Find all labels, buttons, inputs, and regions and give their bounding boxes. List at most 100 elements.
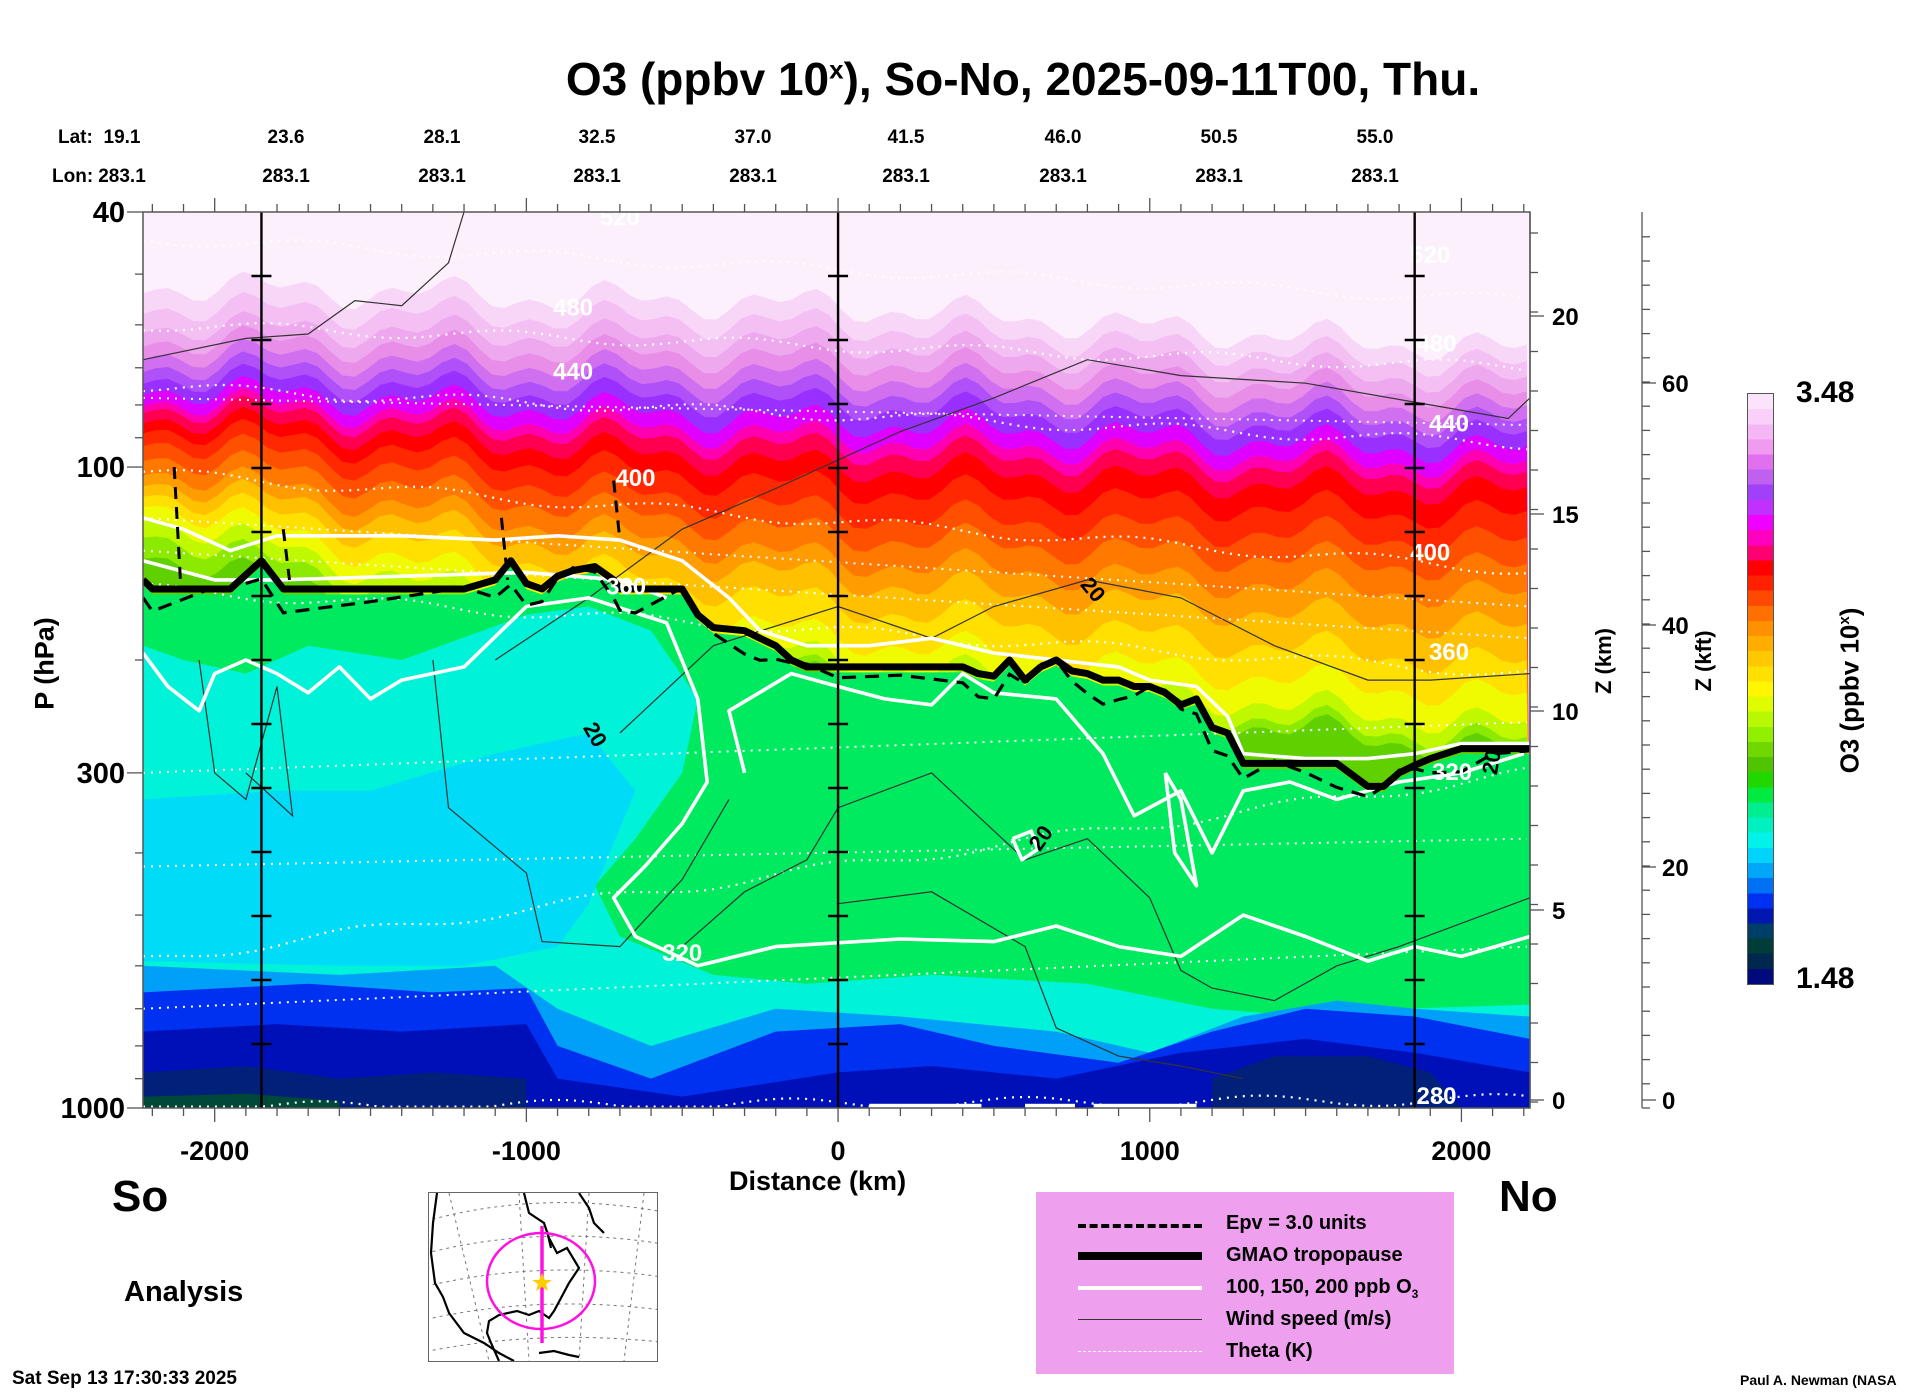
terrain-mask xyxy=(1093,1103,1197,1108)
theta-label: 440 xyxy=(553,358,593,385)
legend-item-wind-speed: Wind speed (m/s) xyxy=(1036,1306,1454,1336)
colorbar-title: O3 (ppbv 10x) xyxy=(1834,607,1865,774)
z-kft-label: 60 xyxy=(1662,371,1689,398)
y-tick-label: 40 xyxy=(93,197,125,229)
wind-speed-line xyxy=(681,772,1530,1002)
legend-item-ozone-contours: 100, 150, 200 ppb O3 xyxy=(1036,1274,1454,1304)
lon-row: Lon: 283.1 283.1 283.1 283.1 283.1 283.1 283.1… xyxy=(0,166,1926,192)
y-axis-title: P (hPa) xyxy=(29,617,60,710)
lat-value: 32.5 xyxy=(578,127,616,148)
theta-label: 400 xyxy=(1410,540,1450,567)
dashed-line-icon xyxy=(1078,1224,1202,1228)
lat-value: 19.1 xyxy=(103,127,141,148)
theta-line xyxy=(143,321,1528,372)
lon-value: 283.1 xyxy=(1351,166,1399,187)
theta-label: 520 xyxy=(600,205,640,232)
terrain-mask xyxy=(1025,1103,1075,1108)
z-km-label: 5 xyxy=(1552,898,1565,925)
lat-value: 50.5 xyxy=(1200,127,1238,148)
legend: Epv = 3.0 units GMAO tropopause 100, 150… xyxy=(1036,1192,1454,1374)
timestamp: Sat Sep 13 17:30:33 2025 xyxy=(12,1368,237,1389)
lon-value: 283.1 xyxy=(573,166,621,187)
wind-speed-line xyxy=(432,659,730,948)
lon-value: 283.1 xyxy=(262,166,310,187)
theta-line xyxy=(143,837,1527,868)
south-label: So xyxy=(112,1172,169,1221)
colorbar-max-label: 3.48 xyxy=(1796,376,1855,409)
ozone-band-lightblue xyxy=(143,733,636,966)
analysis-label: Analysis xyxy=(124,1276,244,1308)
x-axis-title: Distance (km) xyxy=(729,1166,907,1196)
legend-item-theta: Theta (K) xyxy=(1036,1338,1454,1368)
lon-label: Lon: xyxy=(52,166,94,187)
theta-label: 360 xyxy=(606,573,646,600)
map-center-star-icon xyxy=(532,1273,552,1291)
ozone-band-deepnavy xyxy=(1212,1056,1462,1108)
x-tick-label: 0 xyxy=(831,1136,846,1166)
x-tick-label: 2000 xyxy=(1431,1136,1491,1166)
theta-label: 440 xyxy=(1429,410,1469,437)
map-coastlines xyxy=(429,1193,605,1361)
lat-value: 37.0 xyxy=(734,127,772,148)
lat-value: 46.0 xyxy=(1044,127,1082,148)
heavy-line-icon xyxy=(1078,1252,1202,1260)
y-tick-label: 300 xyxy=(77,758,125,790)
y2-axis-title: Z (km) xyxy=(1591,628,1616,694)
lon-value: 283.1 xyxy=(1039,166,1087,187)
lon-value: 283.1 xyxy=(882,166,930,187)
ozone-contour-line xyxy=(1010,829,1040,862)
white-line-icon xyxy=(1078,1286,1202,1290)
epv-line xyxy=(612,480,622,541)
legend-item-epv: Epv = 3.0 units xyxy=(1036,1210,1454,1240)
ozone-contour-line xyxy=(143,516,1530,761)
wind-speed-line xyxy=(143,212,465,361)
theta-label: 480 xyxy=(553,294,593,321)
y-tick-label: 100 xyxy=(77,452,125,484)
theta-label: 520 xyxy=(1410,242,1450,269)
theta-label: 320 xyxy=(1432,759,1472,786)
z-km-label: 15 xyxy=(1552,502,1579,529)
epv-line xyxy=(499,517,510,581)
x-tick-label: -2000 xyxy=(180,1136,249,1166)
lat-value: 41.5 xyxy=(887,127,925,148)
y-tick-label: 1000 xyxy=(60,1093,125,1125)
epv-line xyxy=(281,528,291,581)
theta-label: 480 xyxy=(1416,330,1456,357)
theta-label: 320 xyxy=(662,940,702,967)
ozone-contour-line xyxy=(143,596,1530,968)
ozone-contour-field xyxy=(143,212,1530,1108)
ozone-band-darkgreen xyxy=(143,1093,340,1108)
overlay-lines: 520 520 480 480 440 440 400 400 360 360 320 320 280 2… xyxy=(143,205,1530,1110)
legend-item-tropopause: GMAO tropopause xyxy=(1036,1242,1454,1272)
wind-speed-line xyxy=(619,579,1530,734)
colorbar-min-label: 1.48 xyxy=(1796,962,1855,995)
lat-row: Lat: 19.1 23.6 28.1 32.5 37.0 41.5 46.0 50.5 55.… xyxy=(0,127,1926,153)
theta-label: 280 xyxy=(1416,1083,1456,1110)
z-kft-label: 40 xyxy=(1662,613,1689,640)
tropopause-line xyxy=(143,557,1530,790)
thin-line-icon xyxy=(1078,1319,1202,1320)
z-km-label: 10 xyxy=(1552,699,1579,726)
lon-value: 283.1 xyxy=(729,166,777,187)
north-label: No xyxy=(1499,1172,1558,1221)
y3-axis-title: Z (kft) xyxy=(1691,630,1716,692)
z-kft-label: 0 xyxy=(1662,1088,1675,1115)
locator-map xyxy=(428,1192,658,1362)
theta-line xyxy=(143,238,1528,301)
lat-value: 28.1 xyxy=(423,127,461,148)
colorbar xyxy=(1747,393,1774,985)
x-tick-label: -1000 xyxy=(492,1136,561,1166)
lon-value: 283.1 xyxy=(1195,166,1243,187)
theta-line xyxy=(143,383,1527,451)
z-km-label: 20 xyxy=(1552,304,1579,331)
z-kft-label: 20 xyxy=(1662,855,1689,882)
theta-line xyxy=(143,396,1527,426)
lat-value: 23.6 xyxy=(267,127,305,148)
chart-title: O3 (ppbv 10x), So-No, 2025-09-11T00, Thu… xyxy=(565,53,1481,105)
lon-value: 283.1 xyxy=(418,166,466,187)
theta-label: 400 xyxy=(615,465,655,492)
wind-speed-line xyxy=(838,891,1244,1080)
wind-speed-line xyxy=(494,359,1530,661)
credit: Paul A. Newman (NASA xyxy=(1740,1372,1897,1388)
